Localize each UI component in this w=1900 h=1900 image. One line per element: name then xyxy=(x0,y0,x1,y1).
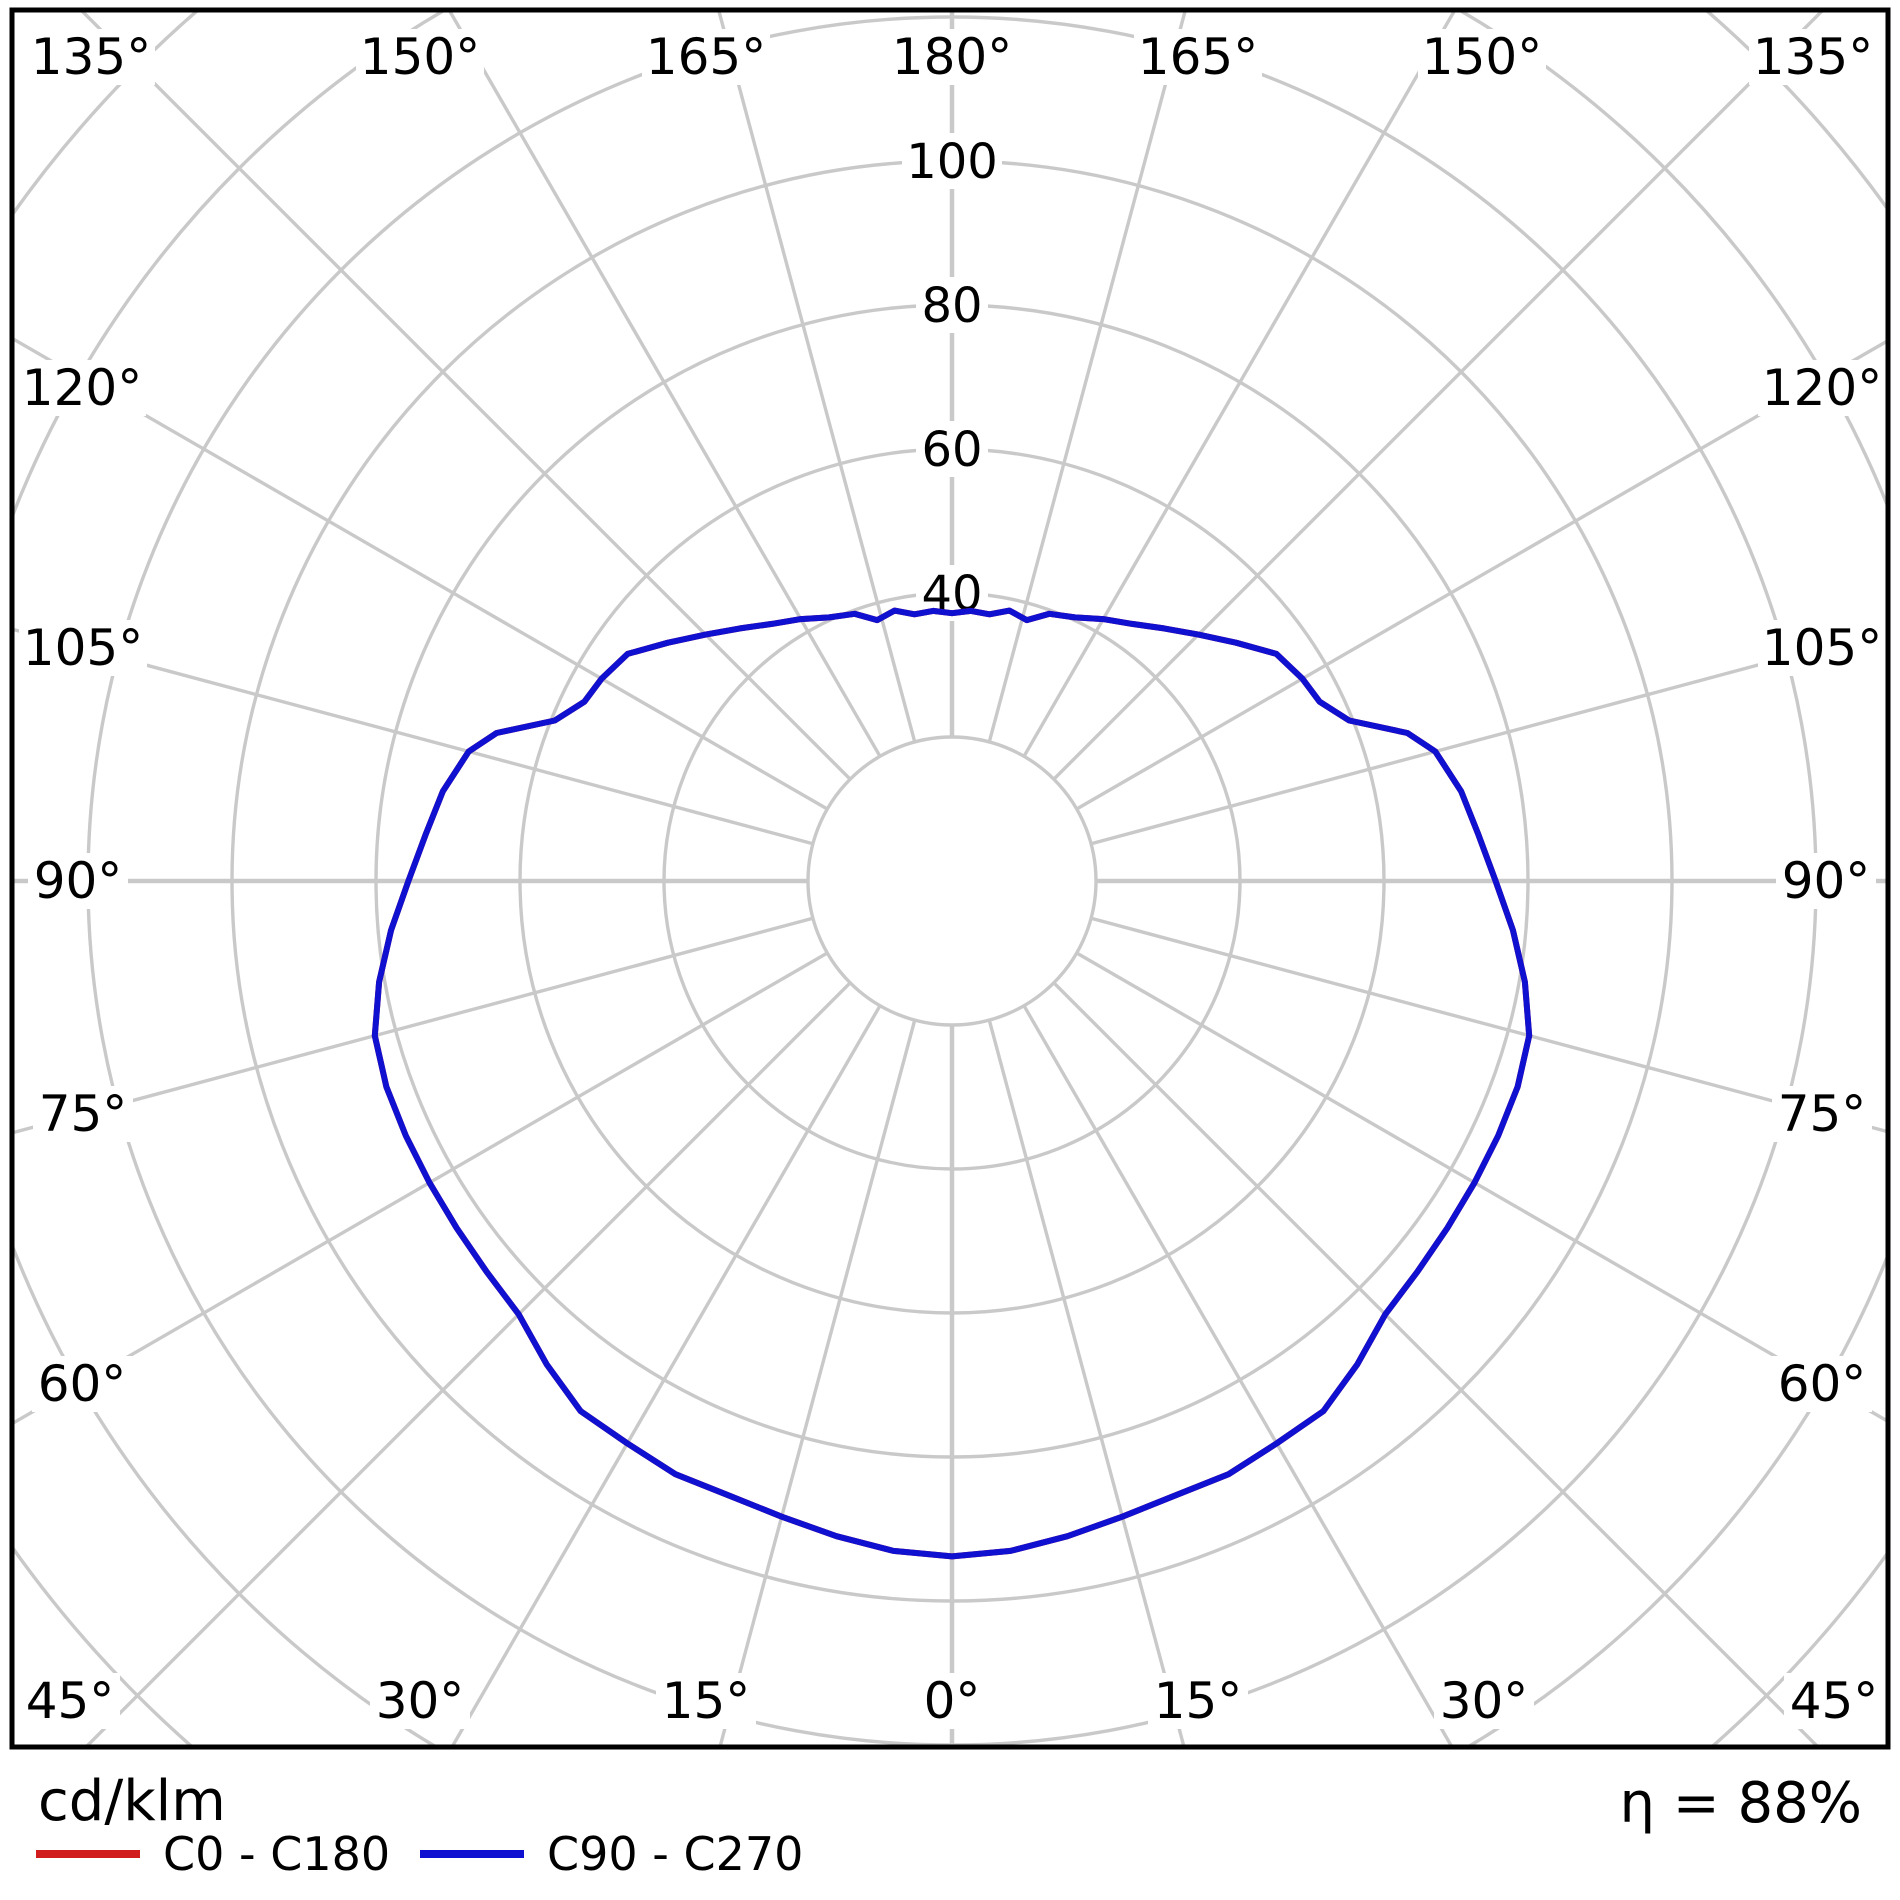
angle-label-7-mask xyxy=(18,360,146,416)
grid-radial-150 xyxy=(1022,10,1457,758)
angle-label-17: 45° xyxy=(26,1672,115,1730)
angle-label-2-mask xyxy=(642,29,770,85)
grid-radial-225 xyxy=(78,10,852,781)
angle-label-18-mask xyxy=(370,1673,470,1729)
grid-radial-15 xyxy=(987,1019,1186,1747)
angle-label-23: 45° xyxy=(1790,1672,1879,1730)
angle-label-9-mask xyxy=(28,853,128,909)
grid-labels: 135° 150° 165° 180° 165° 150° 135° 120° 105° 90° 7… xyxy=(18,28,1886,1730)
angle-label-18: 30° xyxy=(376,1672,465,1730)
grid-radial-75 xyxy=(1090,916,1888,1134)
angle-label-5: 150° xyxy=(1422,28,1542,86)
grid-radial-60 xyxy=(1075,951,1888,1424)
distribution-curves xyxy=(371,607,1533,1560)
ring-value-label-80-mask xyxy=(916,277,988,333)
angle-label-4-mask xyxy=(1134,29,1262,85)
angle-label-21-mask xyxy=(1148,1673,1248,1729)
grid-radial-315 xyxy=(83,981,852,1747)
legend-label-c90-c270: C90 - C270 xyxy=(547,1827,803,1881)
grid-radial-300 xyxy=(12,951,829,1426)
angle-label-14: 90° xyxy=(1782,852,1871,910)
angle-label-11: 60° xyxy=(38,1355,127,1413)
angle-label-1: 150° xyxy=(360,28,480,86)
angle-label-14-mask xyxy=(1776,853,1876,909)
grid-radial-120 xyxy=(1075,338,1888,811)
angle-label-22-mask xyxy=(1434,1673,1534,1729)
grid-radial-285 xyxy=(12,916,814,1135)
angle-label-19: 15° xyxy=(662,1672,751,1730)
grid-radial-255 xyxy=(12,627,814,846)
unit-label: cd/klm xyxy=(38,1769,226,1834)
angle-label-22: 30° xyxy=(1440,1672,1529,1730)
angle-label-15: 75° xyxy=(1778,1085,1867,1143)
angle-label-16: 60° xyxy=(1778,1355,1867,1413)
angle-label-2: 165° xyxy=(646,28,766,86)
angle-label-9: 90° xyxy=(34,852,123,910)
grid-radial-345 xyxy=(718,1019,917,1747)
angle-label-21: 15° xyxy=(1154,1672,1243,1730)
angle-label-12-mask xyxy=(1758,360,1886,416)
grid-radial-195 xyxy=(716,10,917,743)
grid-radial-30 xyxy=(1022,1004,1454,1747)
ring-value-label-60: 60 xyxy=(921,422,982,478)
plot-border xyxy=(9,7,1891,1750)
angle-label-10: 75° xyxy=(39,1085,128,1143)
angle-label-7: 120° xyxy=(22,359,142,417)
angle-label-11-mask xyxy=(32,1356,132,1412)
angle-label-8: 105° xyxy=(23,619,143,677)
angle-label-6-mask xyxy=(1749,29,1877,85)
angle-label-13: 105° xyxy=(1762,619,1882,677)
legend: C0 - C180 C90 - C270 xyxy=(36,1827,803,1881)
ring-value-label-100: 100 xyxy=(906,134,998,190)
grid-radial-240 xyxy=(12,336,829,811)
angle-label-13-mask xyxy=(1758,620,1886,676)
angle-label-20-mask xyxy=(916,1673,988,1729)
angle-label-16-mask xyxy=(1772,1356,1872,1412)
angle-label-6: 135° xyxy=(1753,28,1873,86)
angle-label-5-mask xyxy=(1418,29,1546,85)
angle-label-10-mask xyxy=(33,1086,133,1142)
angle-label-3: 180° xyxy=(892,28,1012,86)
grid-radial-165 xyxy=(987,10,1188,743)
angle-label-15-mask xyxy=(1772,1086,1872,1142)
angle-label-8-mask xyxy=(19,620,147,676)
angle-label-19-mask xyxy=(656,1673,756,1729)
angle-label-23-mask xyxy=(1784,1673,1884,1729)
angle-label-17-mask xyxy=(20,1673,120,1729)
grid-radial-105 xyxy=(1090,628,1888,846)
grid-radial-210 xyxy=(447,10,882,758)
angle-label-0: 135° xyxy=(31,28,151,86)
angle-label-12: 120° xyxy=(1762,359,1882,417)
curve-c90-c270 xyxy=(371,607,1533,1560)
grid-radial-135 xyxy=(1052,10,1826,781)
angle-label-3-mask xyxy=(888,29,1016,85)
angle-label-1-mask xyxy=(356,29,484,85)
legend-label-c0-c180: C0 - C180 xyxy=(163,1827,390,1881)
angle-label-4: 165° xyxy=(1138,28,1258,86)
ring-value-label-80: 80 xyxy=(921,278,982,334)
ring-value-label-60-mask xyxy=(916,421,988,477)
angle-label-20: 0° xyxy=(924,1672,981,1730)
efficiency-label: η = 88% xyxy=(1620,1771,1862,1836)
angle-label-0-mask xyxy=(27,29,155,85)
grid-radial-45 xyxy=(1052,981,1821,1747)
grid-radial-330 xyxy=(450,1004,882,1747)
ring-value-label-100-mask xyxy=(902,133,1002,189)
